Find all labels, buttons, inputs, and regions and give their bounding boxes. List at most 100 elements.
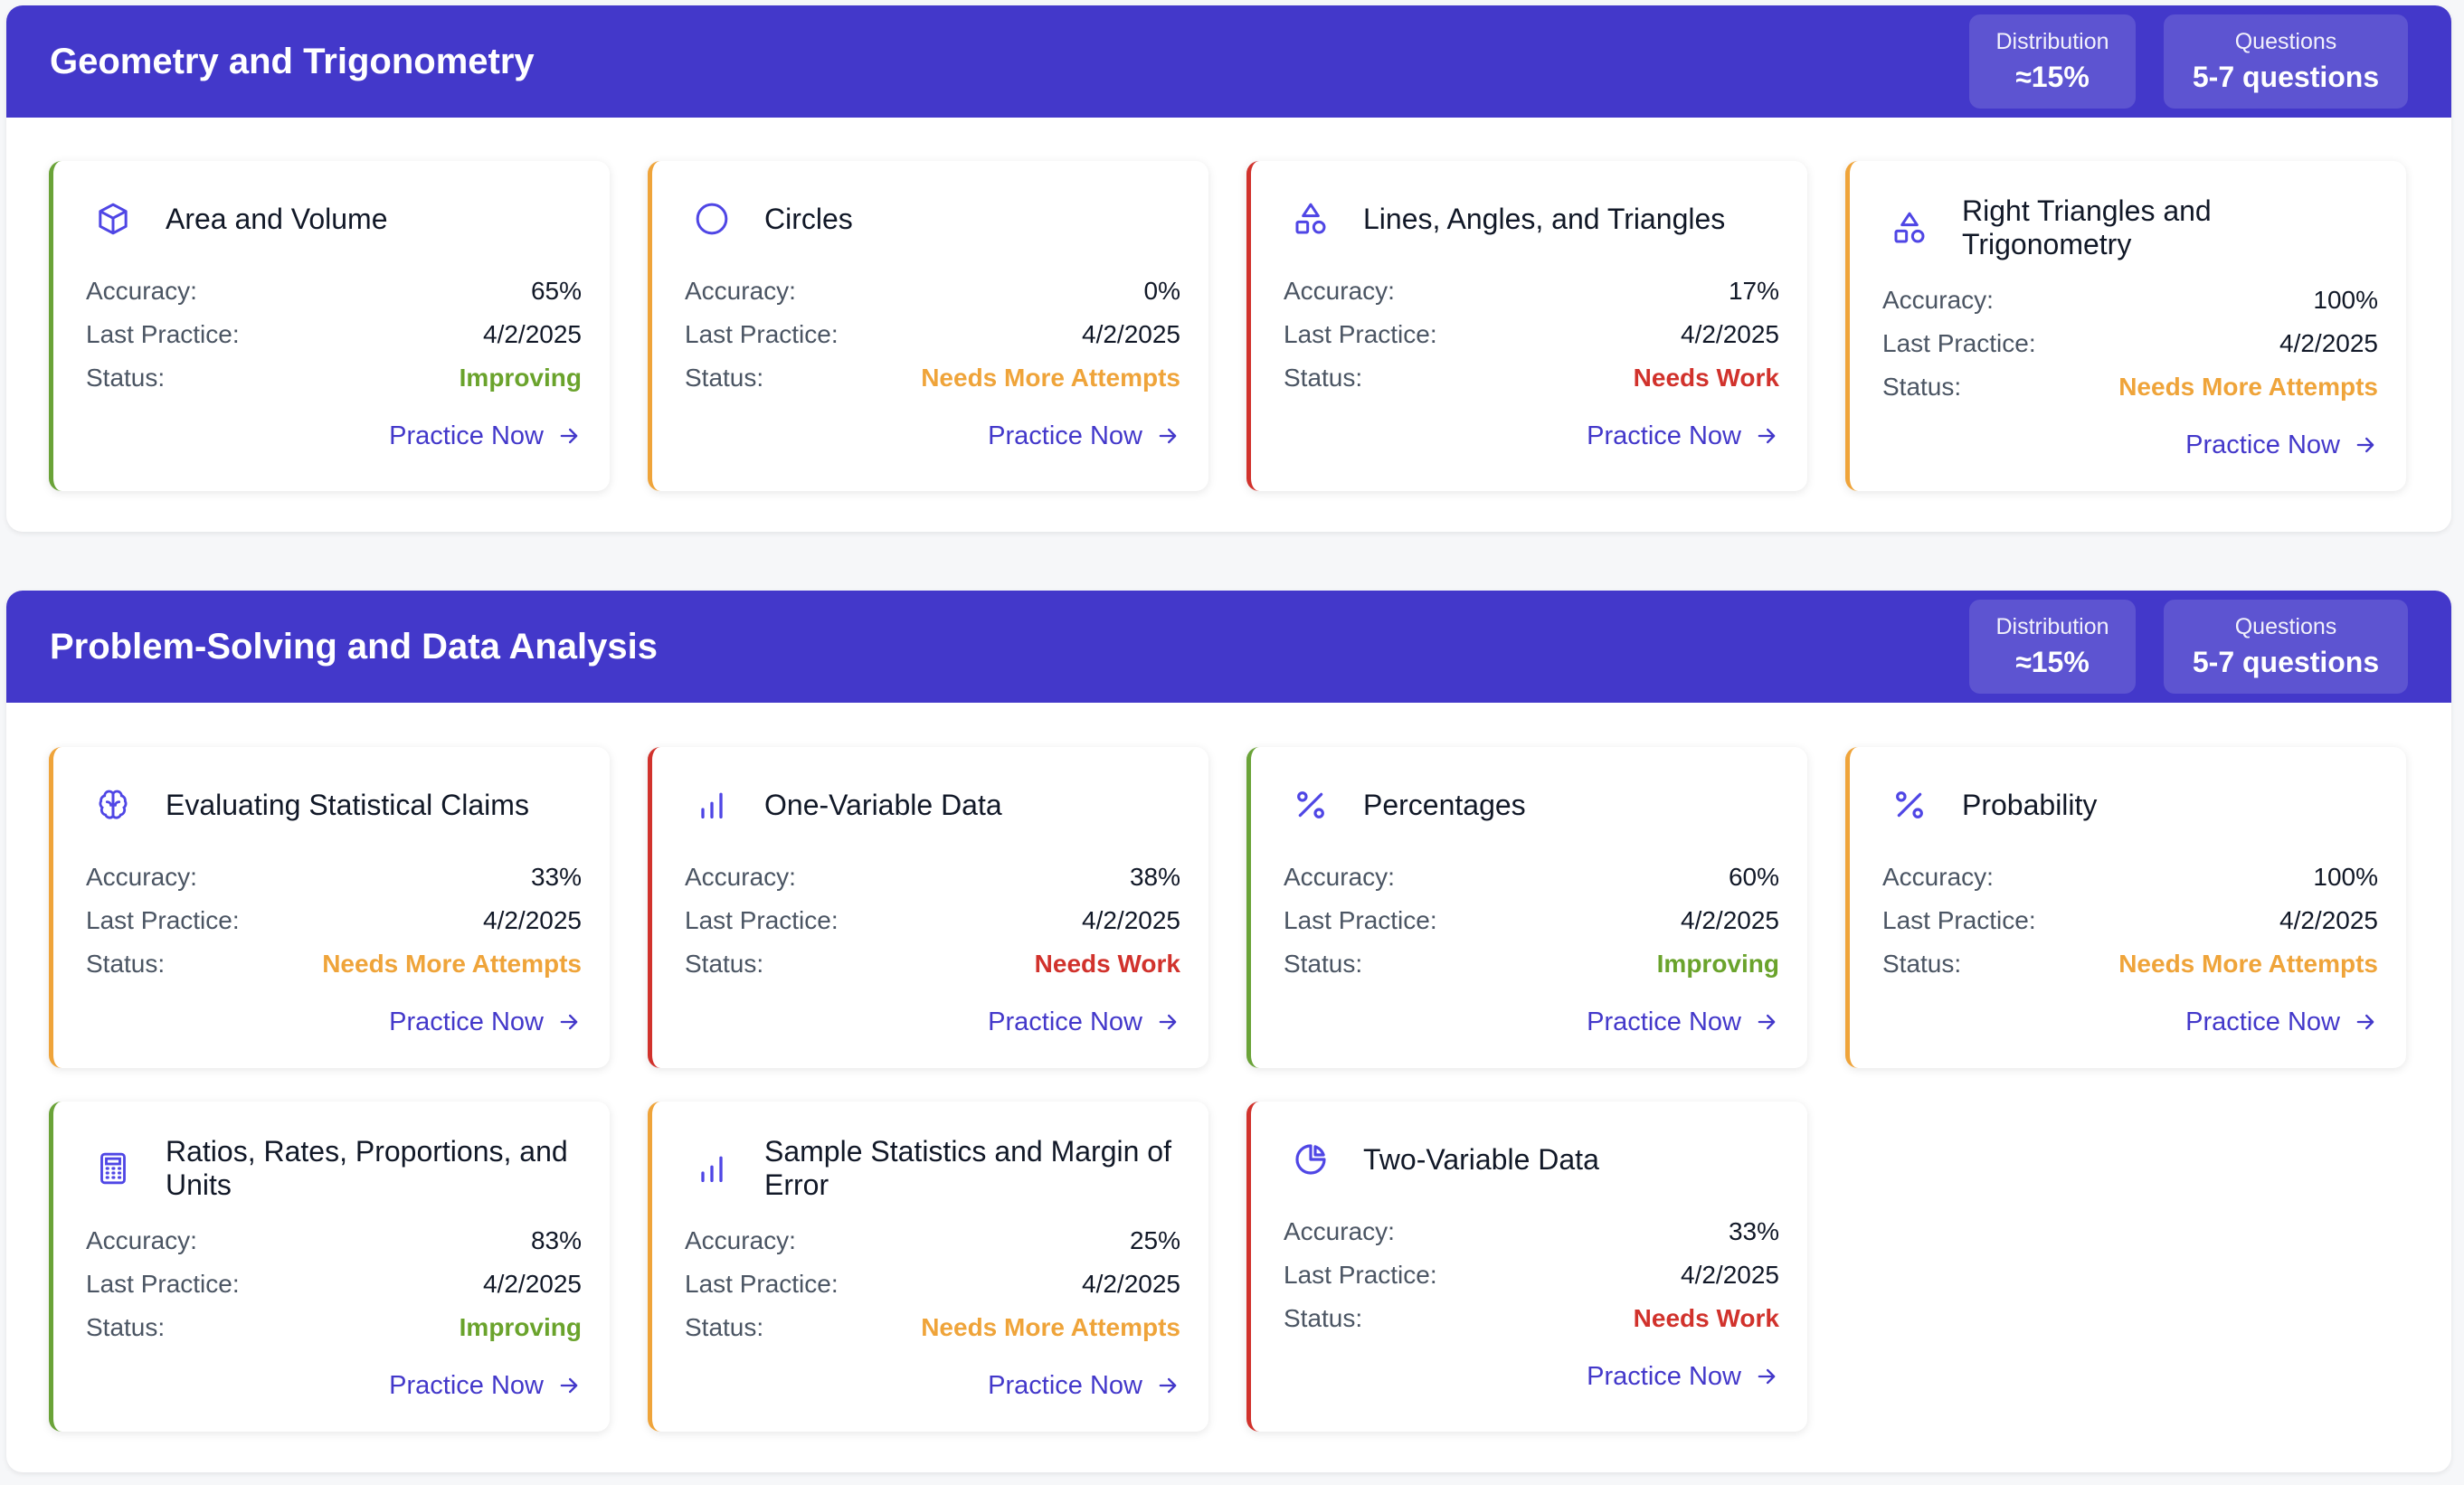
accuracy-value: 33% [1728,1217,1779,1245]
status-row: Status: Needs Work [1284,360,1779,396]
card-title: Ratios, Rates, Proportions, and Units [166,1135,568,1201]
skill-card-sample-statistics-and-margin-of-error: Sample Statistics and Margin of Error Ac… [648,1102,1208,1432]
last-practice-label: Last Practice: [685,906,839,934]
circle-icon [694,201,730,237]
calculator-icon [95,1150,131,1187]
status-badge: Needs Work [1034,950,1180,978]
status-label: Status: [685,1313,764,1341]
status-badge: Improving [459,364,582,392]
status-badge: Needs More Attempts [322,950,582,978]
arrow-right-icon [2353,1009,2378,1035]
card-header: Probability [1850,747,2406,863]
brain-icon [95,787,131,823]
last-practice-label: Last Practice: [1284,320,1437,348]
status-badge: Improving [1656,950,1779,978]
questions-label: Questions [2234,614,2337,639]
arrow-right-icon [2353,432,2378,458]
card-header: Circles [652,161,1208,277]
last-practice-value: 4/2/2025 [2279,329,2378,357]
status-row: Status: Needs Work [685,946,1180,982]
last-practice-label: Last Practice: [685,320,839,348]
last-practice-value: 4/2/2025 [1681,1261,1779,1289]
accuracy-label: Accuracy: [1882,863,1994,891]
practice-now-link[interactable]: Practice Now [2185,427,2378,463]
skill-card-two-variable-data: Two-Variable Data Accuracy: 33% Last Pra… [1246,1102,1807,1432]
distribution-badge: Distribution ≈15% [1969,600,2136,694]
accuracy-row: Accuracy: 33% [86,859,582,895]
accuracy-value: 33% [530,863,582,891]
arrow-right-icon [1754,1009,1779,1035]
status-label: Status: [86,1313,166,1341]
status-row: Status: Needs More Attempts [1882,369,2378,405]
distribution-label: Distribution [1995,614,2109,639]
practice-now-link[interactable]: Practice Now [389,1004,582,1040]
status-row: Status: Needs More Attempts [685,1310,1180,1346]
shapes-icon [1293,201,1329,237]
practice-now-label: Practice Now [1587,421,1741,450]
accuracy-label: Accuracy: [1284,863,1395,891]
card-title: Sample Statistics and Margin of Error [764,1135,1171,1201]
accuracy-label: Accuracy: [685,1226,796,1254]
practice-now-link[interactable]: Practice Now [1587,1004,1779,1040]
card-title: One-Variable Data [764,788,1002,821]
section-title: Problem-Solving and Data Analysis [50,627,659,667]
accuracy-row: Accuracy: 0% [685,273,1180,309]
accuracy-label: Accuracy: [1284,277,1395,305]
practice-now-link[interactable]: Practice Now [988,1367,1180,1404]
shapes-icon [1891,210,1928,246]
accuracy-value: 65% [530,277,582,305]
arrow-right-icon [1155,423,1180,449]
status-label: Status: [1882,373,1962,401]
last-practice-row: Last Practice: 4/2/2025 [685,1266,1180,1302]
last-practice-row: Last Practice: 4/2/2025 [86,1266,582,1302]
distribution-value: ≈15% [2015,61,2090,93]
accuracy-row: Accuracy: 38% [685,859,1180,895]
accuracy-value: 25% [1129,1226,1180,1254]
card-title: Lines, Angles, and Triangles [1363,202,1726,235]
practice-now-link[interactable]: Practice Now [988,418,1180,454]
questions-label: Questions [2234,29,2337,54]
practice-now-label: Practice Now [988,421,1142,450]
card-header: Area and Volume [53,161,610,277]
section-title: Geometry and Trigonometry [50,42,535,81]
arrow-right-icon [556,1009,582,1035]
card-header: Lines, Angles, and Triangles [1251,161,1807,277]
practice-now-link[interactable]: Practice Now [2185,1004,2378,1040]
practice-now-link[interactable]: Practice Now [389,1367,582,1404]
last-practice-row: Last Practice: 4/2/2025 [1284,903,1779,939]
accuracy-row: Accuracy: 65% [86,273,582,309]
card-header: Two-Variable Data [1251,1102,1807,1217]
last-practice-value: 4/2/2025 [483,906,582,934]
card-title: Right Triangles and Trigonometry [1962,194,2212,260]
practice-now-link[interactable]: Practice Now [1587,418,1779,454]
distribution-value: ≈15% [2015,646,2090,678]
practice-now-link[interactable]: Practice Now [988,1004,1180,1040]
status-row: Status: Improving [86,1310,582,1346]
accuracy-row: Accuracy: 100% [1882,282,2378,318]
questions-value: 5-7 questions [2192,646,2380,678]
practice-now-link[interactable]: Practice Now [389,418,582,454]
cube-icon [95,201,131,237]
card-header: Ratios, Rates, Proportions, and Units [53,1102,610,1235]
practice-now-label: Practice Now [1587,1007,1741,1036]
pie-chart-icon [1293,1141,1329,1178]
card-title: Evaluating Statistical Claims [166,788,529,821]
last-practice-row: Last Practice: 4/2/2025 [1284,317,1779,353]
skill-card-probability: Probability Accuracy: 100% Last Practice… [1845,747,2406,1068]
last-practice-label: Last Practice: [1284,906,1437,934]
last-practice-value: 4/2/2025 [483,1270,582,1298]
practice-now-link[interactable]: Practice Now [1587,1358,1779,1395]
accuracy-row: Accuracy: 83% [86,1223,582,1259]
card-header: Percentages [1251,747,1807,863]
questions-badge: Questions 5-7 questions [2164,600,2408,694]
accuracy-label: Accuracy: [86,277,197,305]
status-badge: Needs More Attempts [2118,373,2378,401]
card-header: Sample Statistics and Margin of Error [652,1102,1208,1235]
last-practice-row: Last Practice: 4/2/2025 [86,317,582,353]
status-row: Status: Improving [86,360,582,396]
section-header: Problem-Solving and Data Analysis Distri… [6,591,2451,703]
status-badge: Needs Work [1633,1304,1779,1332]
questions-badge: Questions 5-7 questions [2164,14,2408,109]
percent-icon [1293,787,1329,823]
card-title: Percentages [1363,788,1526,821]
